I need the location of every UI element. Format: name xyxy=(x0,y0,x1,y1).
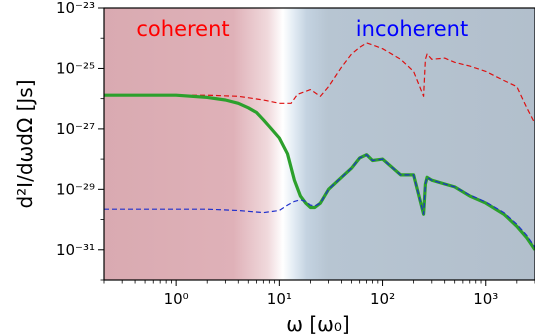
x-tick-label-1: 10¹ xyxy=(267,290,292,308)
y-axis-label: d²I/dωdΩ [Js] xyxy=(13,79,37,208)
y-tick-label-2: 10⁻²⁷ xyxy=(56,120,95,138)
y-tick-label-3: 10⁻²⁹ xyxy=(56,180,95,198)
x-axis-label: ω [ω₀] xyxy=(286,312,349,335)
y-tick-label-4: 10⁻³¹ xyxy=(56,241,95,259)
region-label-incoherent: incoherent xyxy=(356,17,468,41)
region-label-coherent: coherent xyxy=(136,17,229,41)
x-tick-label-0: 10⁰ xyxy=(164,290,189,308)
x-tick-label-3: 10³ xyxy=(473,290,498,308)
x-tick-label-2: 10² xyxy=(370,290,395,308)
plot-frame xyxy=(103,7,535,281)
plot-background xyxy=(104,8,535,280)
y-tick-label-1: 10⁻²⁵ xyxy=(56,59,95,77)
series-line-2 xyxy=(104,154,535,248)
y-tick-label-0: 10⁻²³ xyxy=(56,0,95,17)
series-line-0 xyxy=(104,42,535,124)
